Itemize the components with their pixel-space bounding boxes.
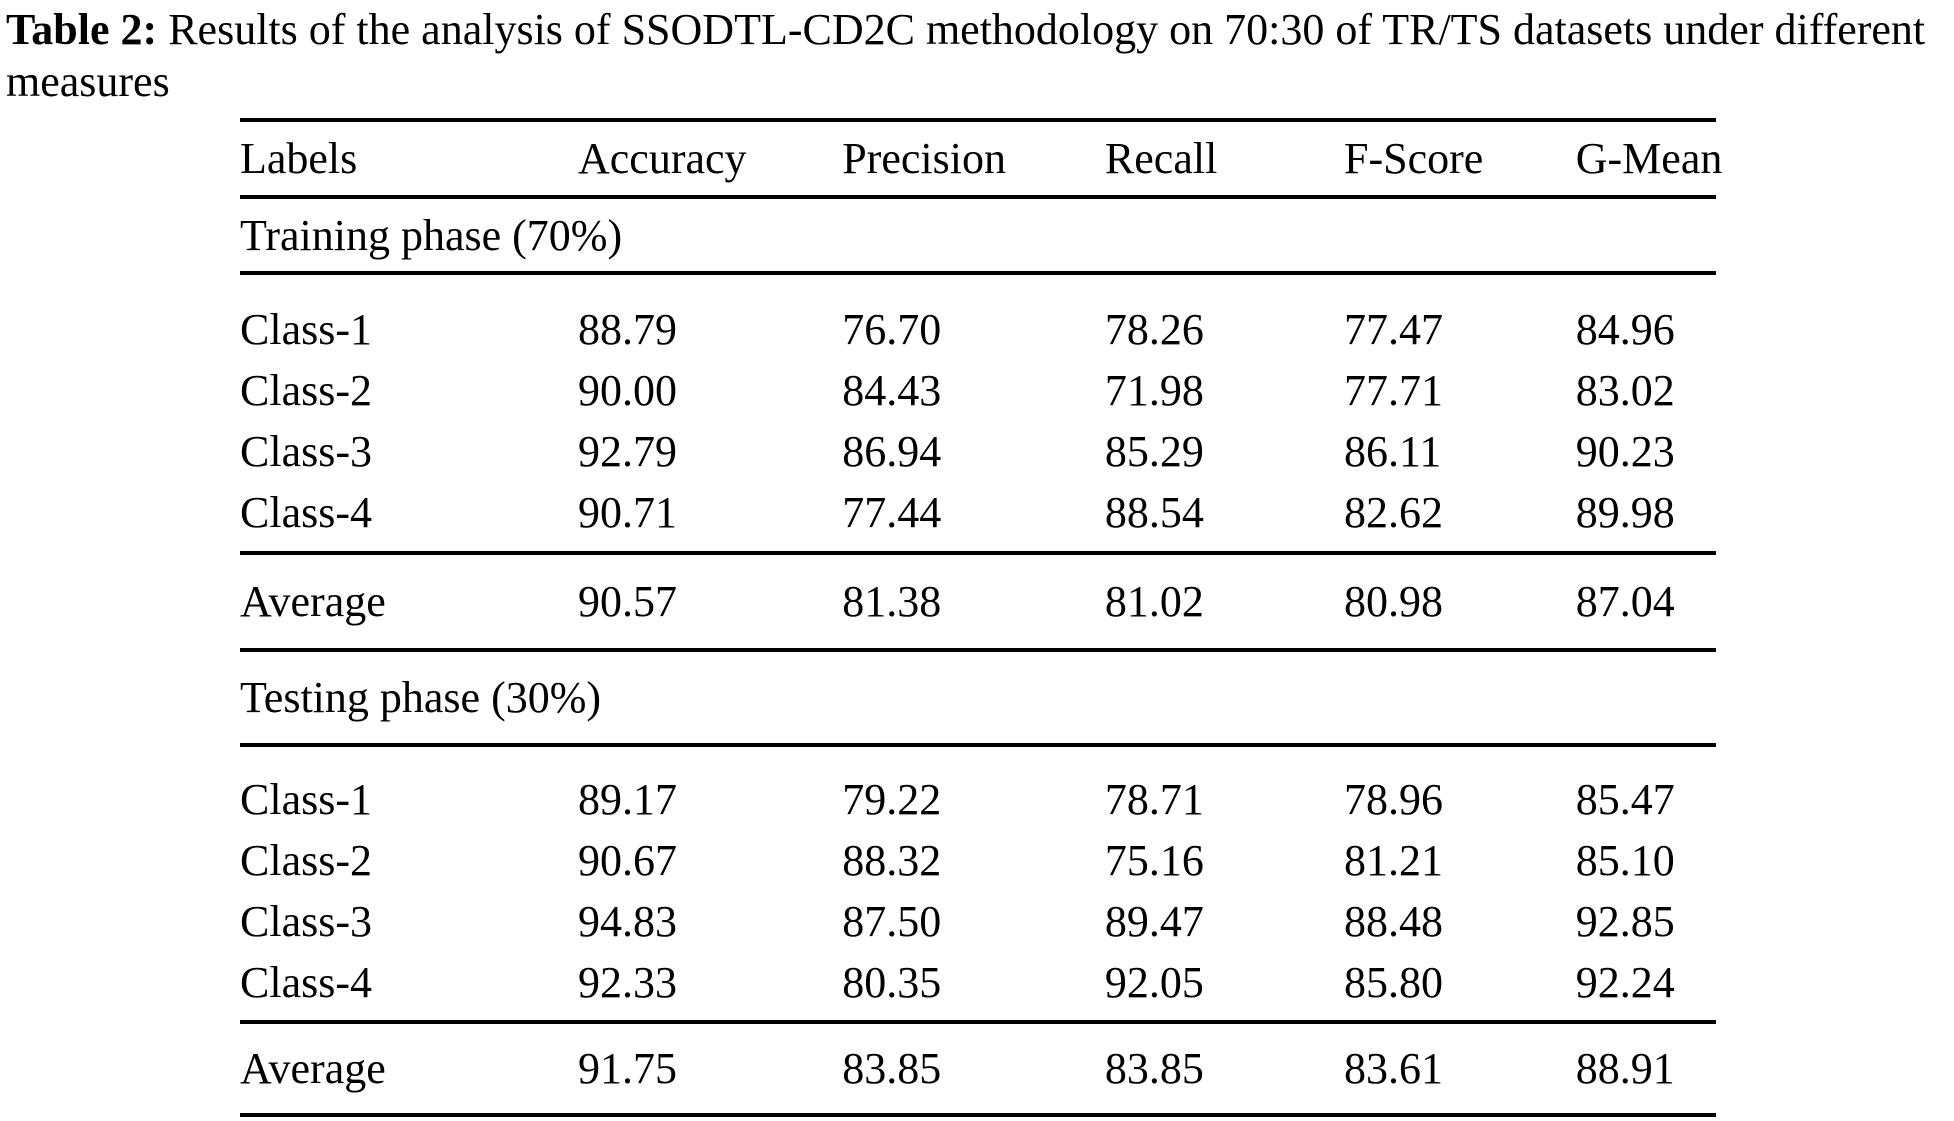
table-caption: Table 2: Results of the analysis of SSODT…: [0, 0, 1954, 118]
section-heading-text: Training phase (70%): [240, 210, 623, 260]
cell-value: 78.96: [1344, 775, 1444, 824]
cell-value: 81.21: [1344, 836, 1444, 885]
cell-value: 90.00: [578, 366, 677, 415]
cell-value: 85.29: [1104, 427, 1204, 476]
cell-value: 90.67: [578, 836, 677, 885]
cell-value: 88.32: [842, 836, 942, 885]
cell-value: 86.94: [842, 427, 942, 476]
cell-value: 88.54: [1104, 488, 1204, 537]
cell-value: 92.79: [578, 427, 677, 476]
cell-value: 78.26: [1104, 305, 1204, 354]
cell-value: 85.80: [1344, 958, 1444, 1007]
row-label: Class-1: [240, 775, 372, 824]
cell-value: 84.96: [1575, 305, 1675, 354]
training-body-rule: [240, 551, 1716, 555]
row-label: Class-4: [240, 958, 372, 1007]
results-table: Labels Accuracy Precision Recall F-Score…: [240, 118, 1723, 1117]
column-header-fscore: F-Score: [1344, 134, 1484, 183]
cell-value: 81.02: [1104, 577, 1204, 626]
row-label: Average: [240, 1044, 386, 1093]
cell-value: 80.35: [842, 958, 942, 1007]
cell-value: 83.85: [842, 1044, 942, 1093]
testing-rows: Class-1 89.17 79.22 78.71 78.96 85.47 Cl…: [240, 747, 1716, 1020]
row-label: Class-3: [240, 897, 372, 946]
cell-value: 85.10: [1575, 836, 1675, 885]
section-heading-training: Training phase (70%): [240, 199, 1716, 271]
cell-value: 81.38: [842, 577, 942, 626]
cell-value: 90.23: [1575, 427, 1675, 476]
cell-value: 86.11: [1344, 427, 1442, 476]
cell-value: 76.70: [842, 305, 942, 354]
cell-value: 77.47: [1344, 305, 1444, 354]
row-label: Average: [240, 577, 386, 626]
cell-value: 88.91: [1575, 1044, 1675, 1093]
table-row: Class-4 90.71 77.44 88.54 82.62 89.98: [240, 482, 1716, 543]
cell-value: 94.83: [578, 897, 677, 946]
cell-value: 71.98: [1104, 366, 1204, 415]
table-row: Class-2 90.00 84.43 71.98 77.71 83.02: [240, 360, 1716, 421]
cell-value: 89.47: [1104, 897, 1204, 946]
cell-value: 75.16: [1104, 836, 1204, 885]
table-row: Class-3 94.83 87.50 89.47 88.48 92.85: [240, 891, 1716, 952]
row-label: Class-1: [240, 305, 372, 354]
row-label: Class-2: [240, 366, 372, 415]
cell-value: 78.71: [1104, 775, 1204, 824]
column-header-labels: Labels: [240, 134, 358, 183]
column-header-precision: Precision: [842, 134, 1006, 183]
column-header-gmean: G-Mean: [1575, 134, 1723, 183]
cell-value: 89.98: [1575, 488, 1675, 537]
cell-value: 85.47: [1575, 775, 1675, 824]
testing-body-rule: [240, 1020, 1716, 1024]
table-row: Class-4 92.33 80.35 92.05 85.80 92.24: [240, 952, 1716, 1013]
testing-heading-rule: [240, 743, 1716, 747]
cell-value: 92.05: [1104, 958, 1204, 1007]
section-heading-text: Testing phase (30%): [240, 673, 602, 722]
cell-value: 87.04: [1575, 577, 1675, 626]
bottom-rule: [240, 1113, 1716, 1117]
header-rule: [240, 195, 1716, 199]
table-row: Class-1 88.79 76.70 78.26 77.47 84.96: [240, 299, 1716, 360]
table-caption-text: Results of the analysis of SSODTL-CD2C m…: [6, 5, 1926, 106]
column-header-row: Labels Accuracy Precision Recall F-Score…: [240, 122, 1723, 195]
cell-value: 89.17: [578, 775, 677, 824]
cell-value: 92.33: [578, 958, 677, 1007]
cell-value: 92.85: [1575, 897, 1675, 946]
table-caption-number: Table 2:: [6, 5, 158, 54]
cell-value: 88.79: [578, 305, 677, 354]
cell-value: 77.44: [842, 488, 942, 537]
cell-value: 91.75: [578, 1044, 677, 1093]
table-row: Class-1 89.17 79.22 78.71 78.96 85.47: [240, 769, 1716, 830]
cell-value: 90.71: [578, 488, 677, 537]
row-label: Class-4: [240, 488, 372, 537]
training-average-rule: [240, 648, 1716, 652]
cell-value: 82.62: [1344, 488, 1444, 537]
row-label: Class-2: [240, 836, 372, 885]
average-row-training: Average 90.57 81.38 81.02 80.98 87.04: [240, 555, 1716, 648]
cell-value: 92.24: [1575, 958, 1675, 1007]
column-header-accuracy: Accuracy: [578, 134, 747, 183]
top-rule: [240, 118, 1716, 122]
average-row-testing: Average 91.75 83.85 83.85 83.61 88.91: [240, 1024, 1716, 1113]
cell-value: 83.61: [1344, 1044, 1444, 1093]
training-heading-rule: [240, 271, 1716, 275]
table-row: Class-3 92.79 86.94 85.29 86.11 90.23: [240, 421, 1716, 482]
column-header-recall: Recall: [1104, 134, 1218, 183]
cell-value: 83.85: [1104, 1044, 1204, 1093]
training-rows: Class-1 88.79 76.70 78.26 77.47 84.96 Cl…: [240, 275, 1716, 551]
cell-value: 80.98: [1344, 577, 1444, 626]
cell-value: 77.71: [1344, 366, 1444, 415]
table-row: Class-2 90.67 88.32 75.16 81.21 85.10: [240, 830, 1716, 891]
cell-value: 79.22: [842, 775, 942, 824]
section-heading-testing: Testing phase (30%): [240, 652, 1716, 743]
cell-value: 83.02: [1575, 366, 1675, 415]
row-label: Class-3: [240, 427, 372, 476]
cell-value: 88.48: [1344, 897, 1444, 946]
cell-value: 87.50: [842, 897, 942, 946]
cell-value: 84.43: [842, 366, 942, 415]
cell-value: 90.57: [578, 577, 677, 626]
